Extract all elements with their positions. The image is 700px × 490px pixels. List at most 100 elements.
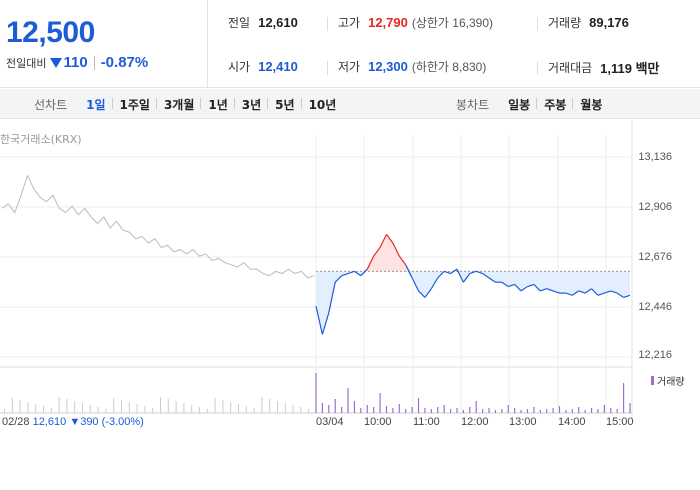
volume-legend: 거래량	[651, 373, 685, 388]
price-chart[interactable]	[0, 120, 700, 420]
down-arrow-icon	[50, 57, 63, 68]
prev-volume-bar	[74, 401, 76, 413]
volume-bar	[411, 407, 413, 413]
volume-bar	[437, 407, 439, 413]
candle-chart-tabs: 봉차트 일봉 주봉 월봉	[456, 89, 609, 119]
prev-volume-bar	[269, 399, 271, 413]
tab-1d[interactable]: 1일	[86, 97, 106, 112]
volume-bar	[475, 401, 477, 413]
today-line-segment	[597, 292, 605, 296]
tab-3y[interactable]: 3년	[233, 96, 268, 113]
tab-1w[interactable]: 1주일	[111, 96, 157, 113]
today-line-segment	[321, 312, 330, 335]
prev-volume-bar	[121, 400, 122, 413]
volume-bar	[347, 388, 349, 413]
today-line-segment	[379, 234, 388, 248]
prev-volume-bar	[105, 409, 107, 413]
prev-volume-bar	[214, 398, 216, 413]
prev-volume-bar	[292, 405, 294, 413]
today-line-segment	[610, 290, 618, 294]
volume-bar	[469, 407, 471, 413]
tab-daily[interactable]: 일봉	[508, 97, 531, 112]
prev-volume-bar	[199, 407, 200, 413]
today-line-segment	[366, 255, 375, 270]
prev-volume-bar	[191, 405, 193, 413]
prev-volume-bar	[35, 404, 37, 413]
volume-bar	[488, 408, 490, 413]
today-line-segment	[565, 292, 573, 296]
volume-bar	[424, 408, 426, 413]
today-line-segment	[437, 270, 445, 279]
tab-weekly[interactable]: 주봉	[536, 96, 573, 113]
prev-volume-bar	[183, 403, 185, 413]
x-tick-label: 12:00	[461, 416, 489, 428]
today-line-segment	[546, 288, 554, 292]
today-line-segment	[591, 288, 599, 296]
today-line-segment	[392, 242, 400, 257]
x-tick-label: 15:00	[606, 416, 634, 428]
today-line-segment	[462, 273, 471, 283]
today-line-segment	[398, 255, 407, 266]
change-label: 전일대비	[6, 56, 47, 70]
prev-volume-bar	[222, 400, 224, 413]
prev-volume-bar	[19, 400, 21, 413]
today-line-segment	[334, 275, 343, 283]
prev-volume-bar	[230, 402, 232, 413]
volume-bar	[552, 408, 554, 413]
volume-bar	[341, 407, 343, 413]
prev-volume-bar	[261, 397, 263, 413]
prev-day-info: 02/28 12,610 ▼390 (-3.00%)	[2, 416, 144, 428]
prev-volume-bar	[43, 406, 44, 413]
tab-10y[interactable]: 10년	[300, 96, 344, 113]
stat-low: 저가 12,300 (하한가 8,830)	[338, 59, 487, 74]
prev-day-line	[1, 174, 315, 279]
volume-bar	[462, 410, 464, 413]
today-line-segment	[315, 305, 323, 335]
chart-period-tabs: 선차트 1일 1주일 3개월 1년 3년 5년 10년 봉차트 일봉 주봉 월봉	[0, 89, 700, 119]
volume-bar	[571, 409, 573, 413]
tab-monthly[interactable]: 월봉	[572, 96, 609, 113]
volume-bar	[482, 409, 484, 413]
prev-volume-bar	[144, 406, 146, 413]
today-line-segment	[501, 281, 509, 288]
tab-5y[interactable]: 5년	[267, 96, 301, 113]
today-line-segment	[578, 290, 586, 294]
volume-bar	[526, 409, 529, 413]
today-line-segment	[443, 270, 451, 275]
prev-volume-bar	[206, 409, 208, 413]
volume-bar	[578, 407, 580, 413]
stat-high: 고가 12,790 (상한가 16,390)	[338, 15, 494, 30]
divider	[93, 55, 95, 70]
prev-volume-bar	[113, 398, 115, 413]
prev-volume-bar	[82, 403, 83, 413]
volume-bar	[507, 405, 509, 413]
volume-bar	[610, 408, 612, 413]
divider	[327, 17, 328, 31]
volume-bar	[417, 398, 420, 413]
volume-bar	[443, 405, 445, 413]
tab-1y[interactable]: 1년	[200, 96, 234, 113]
prev-volume-bar	[27, 402, 29, 413]
prev-volume-bar	[4, 409, 5, 413]
prev-volume-bar	[89, 405, 91, 413]
y-tick-label: 12,216	[638, 349, 672, 361]
prev-volume-bar	[167, 399, 169, 413]
stock-header: 12,500 전일대비 110 -0.87% 전일 12,610 고가 12,7…	[0, 0, 700, 88]
prev-volume-bar	[11, 398, 13, 413]
prev-volume-bar	[66, 399, 68, 413]
x-tick-label: 10:00	[364, 416, 392, 428]
prev-volume-bar	[58, 397, 60, 413]
today-line-segment	[456, 268, 464, 283]
volume-bar	[315, 373, 317, 413]
volume-bar	[398, 404, 400, 413]
change-percent: -0.87%	[100, 54, 149, 71]
volume-bar	[494, 410, 497, 413]
prev-volume-bar	[128, 402, 130, 413]
prev-volume-bar	[97, 407, 99, 413]
volume-bar	[584, 410, 586, 413]
up-area-fill	[316, 234, 630, 272]
tab-3m[interactable]: 3개월	[155, 96, 201, 113]
today-line-segment	[508, 283, 515, 288]
today-line-segment	[469, 270, 477, 275]
y-tick-label: 12,676	[638, 251, 672, 263]
